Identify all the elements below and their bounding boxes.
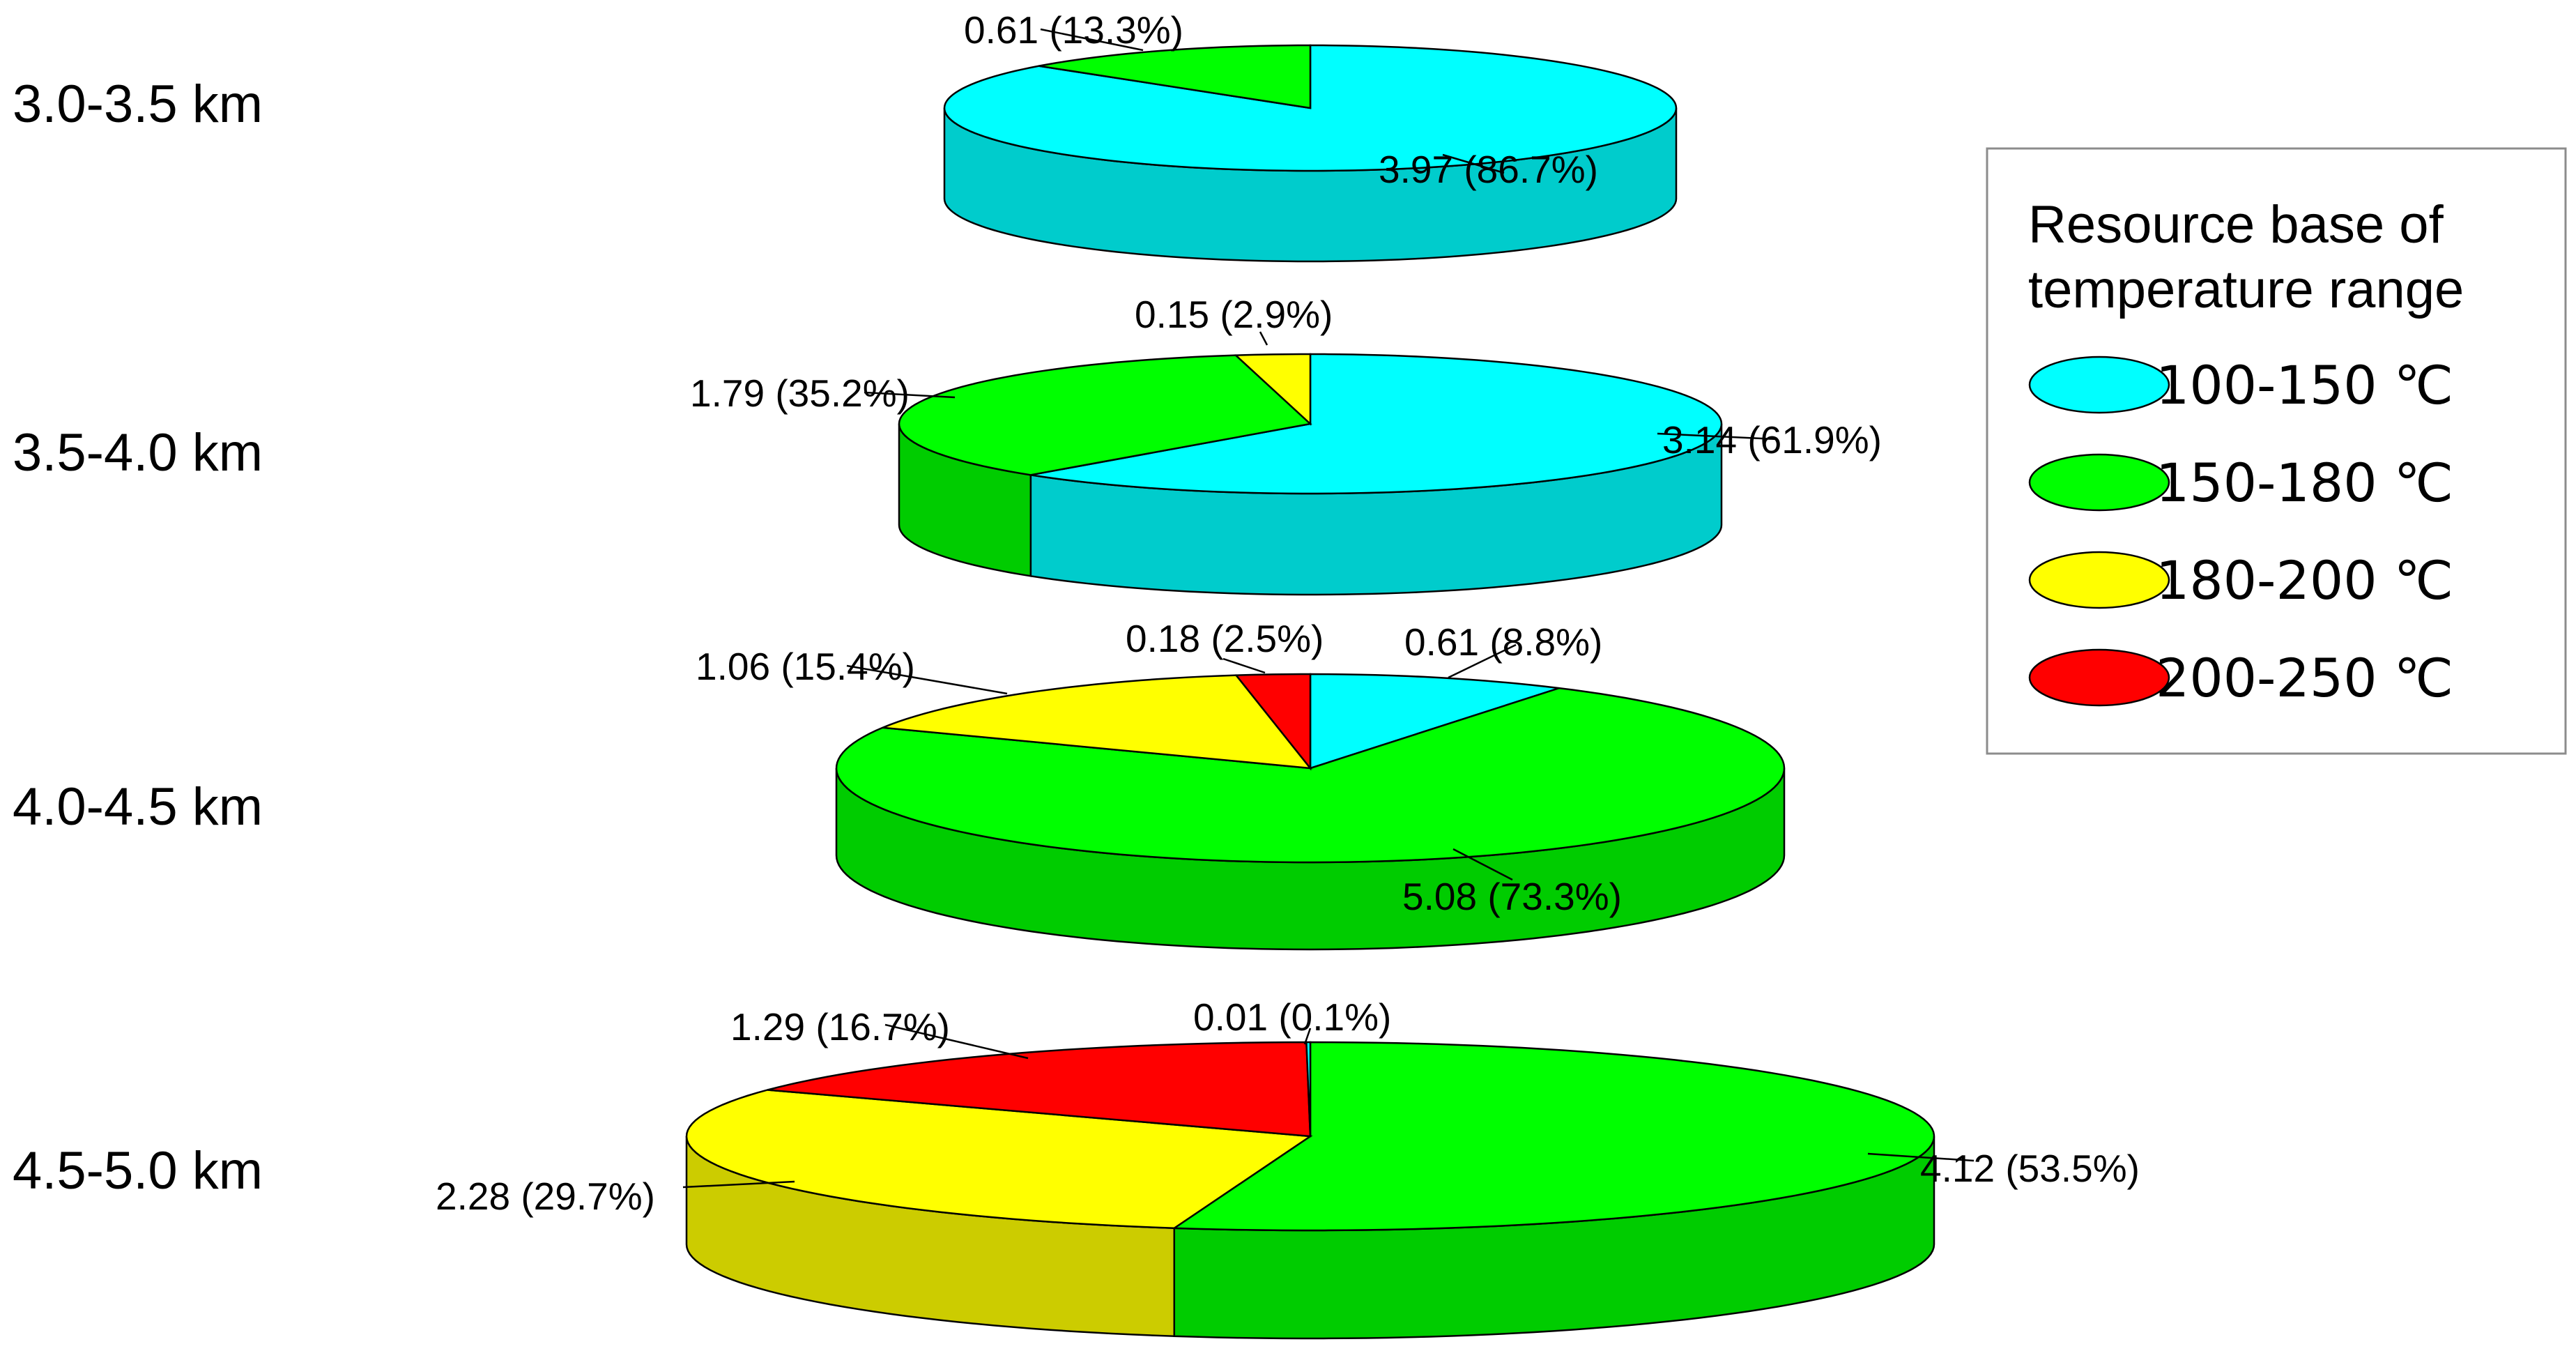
data-label: 3.97 (86.7%) (1379, 148, 1598, 191)
depth-label: 3.0-3.5 km (13, 75, 263, 134)
data-label: 1.79 (35.2%) (690, 372, 910, 415)
pie-slice-3-3 (882, 674, 1312, 770)
legend-swatch (2028, 648, 2170, 707)
pie-slice-1-1 (943, 44, 1678, 172)
leader-line (1259, 331, 1268, 346)
legend-title: Resource base of (2028, 195, 2444, 254)
leader-line (864, 391, 956, 399)
legend-item-label: 180-200 ℃ (2156, 549, 2453, 611)
data-label: 1.29 (16.7%) (730, 1005, 950, 1048)
legend-swatch (2028, 453, 2170, 512)
leader-line (1040, 28, 1144, 52)
pie-slice-3-2 (835, 687, 1786, 864)
depth-label: 3.5-4.0 km (13, 423, 263, 482)
data-label: 3.14 (61.9%) (1662, 418, 1882, 461)
pie-slice-2-3 (1233, 353, 1312, 426)
pie-slice-2-2 (898, 354, 1312, 476)
data-label: 0.61 (8.8%) (1404, 620, 1602, 664)
pie-2: 3.5-4.0 km 3.14 (61.9%) 1.79 (35.2%) 0.15 (… (13, 293, 1882, 596)
pie-1: 3.0-3.5 km 3.97 (86.7%) 0.61 (13.3%) (13, 8, 1678, 263)
legend: Resource base of temperature range 100-150… (1986, 147, 2567, 755)
legend-item-label: 200-250 ℃ (2156, 647, 2453, 709)
data-label: 0.15 (2.9%) (1135, 293, 1333, 336)
leader-line (1657, 432, 1778, 441)
legend-item-label: 150-180 ℃ (2156, 452, 2453, 514)
leader-line (1442, 153, 1505, 174)
pie-slice-4-1 (1171, 1041, 1935, 1232)
pie-3: 4.0-4.5 km 0.61 (8.8%) 5.08 (73.3%) 1.06 (1… (13, 617, 1786, 951)
depth-label: 4.0-4.5 km (13, 777, 263, 837)
leader-line (1222, 657, 1266, 674)
data-label: 0.01 (0.1%) (1193, 995, 1391, 1039)
pie-slice-4-4 (1305, 1041, 1312, 1137)
pie-slice-4-2 (685, 1089, 1313, 1230)
pie-slice-4-3 (767, 1041, 1312, 1138)
data-label: 1.06 (15.4%) (696, 645, 915, 688)
depth-label: 4.5-5.0 km (13, 1141, 263, 1200)
leader-line (884, 1023, 1029, 1060)
leader-line (846, 664, 1008, 695)
data-label: 4.12 (53.5%) (1920, 1147, 2140, 1190)
leader-line (682, 1180, 795, 1189)
leader-line (1448, 643, 1517, 679)
legend-item-label: 100-150 ℃ (2156, 354, 2453, 416)
leader-line (1867, 1152, 1975, 1162)
pie-slice-1-2 (1038, 44, 1312, 109)
leader-line (1303, 1028, 1312, 1045)
legend-swatch (2028, 551, 2170, 609)
pie-slice-2-1 (1030, 353, 1723, 495)
leader-line (1452, 848, 1513, 881)
data-label: 0.18 (2.5%) (1126, 617, 1324, 660)
legend-swatch (2028, 356, 2170, 414)
data-label: 0.61 (13.3%) (964, 8, 1183, 52)
pie-slice-3-4 (1234, 673, 1312, 771)
data-label: 5.08 (73.3%) (1402, 875, 1622, 918)
pie-4: 4.5-5.0 km 4.12 (53.5%) 2.28 (29.7%) 1.29 (… (13, 995, 2140, 1340)
legend-title: temperature range (2028, 260, 2464, 319)
pie-slice-3-1 (1309, 673, 1560, 770)
data-label: 2.28 (29.7%) (436, 1175, 655, 1218)
